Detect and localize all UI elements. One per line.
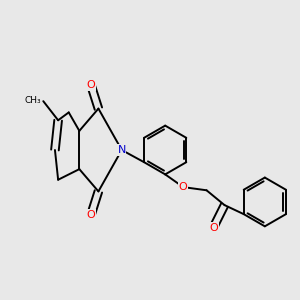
- Text: CH₃: CH₃: [25, 95, 41, 104]
- Text: O: O: [210, 223, 218, 233]
- Text: O: O: [179, 182, 188, 192]
- Text: N: N: [118, 145, 126, 155]
- Text: O: O: [87, 210, 95, 220]
- Text: O: O: [87, 80, 95, 90]
